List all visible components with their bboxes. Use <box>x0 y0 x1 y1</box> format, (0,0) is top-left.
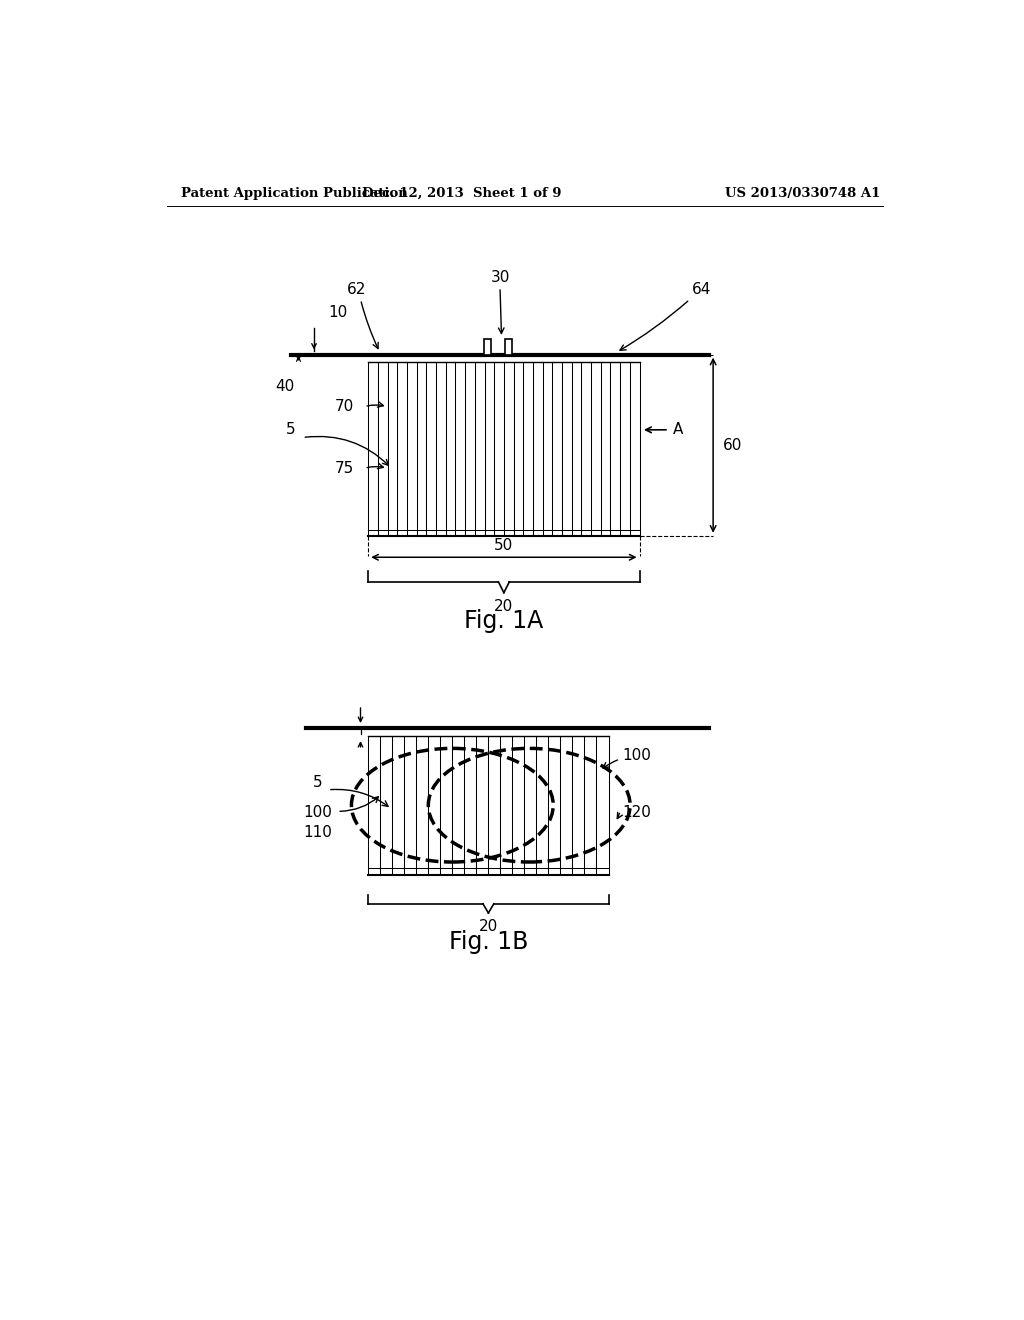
Text: 10: 10 <box>328 305 347 319</box>
Bar <box>483 339 490 355</box>
Text: A: A <box>673 422 683 437</box>
Bar <box>505 339 512 355</box>
Text: 50: 50 <box>495 539 513 553</box>
Text: 20: 20 <box>495 599 513 614</box>
Text: 75: 75 <box>335 461 354 475</box>
Text: 120: 120 <box>623 805 651 821</box>
Text: Fig. 1B: Fig. 1B <box>449 929 528 954</box>
Text: 100: 100 <box>623 747 651 763</box>
Text: 20: 20 <box>479 919 498 935</box>
Text: Patent Application Publication: Patent Application Publication <box>180 186 408 199</box>
Text: US 2013/0330748 A1: US 2013/0330748 A1 <box>725 186 880 199</box>
Text: 70: 70 <box>335 399 354 414</box>
Text: 62: 62 <box>347 281 367 297</box>
Text: 100: 100 <box>303 805 333 821</box>
Text: 64: 64 <box>692 281 712 297</box>
Text: 5: 5 <box>286 422 296 437</box>
Text: Dec. 12, 2013  Sheet 1 of 9: Dec. 12, 2013 Sheet 1 of 9 <box>361 186 561 199</box>
Text: 110: 110 <box>303 825 333 840</box>
Text: 5: 5 <box>313 775 323 789</box>
Text: Fig. 1A: Fig. 1A <box>464 609 544 632</box>
Text: 30: 30 <box>490 271 510 285</box>
Text: 40: 40 <box>275 379 295 395</box>
Text: 60: 60 <box>722 438 741 453</box>
